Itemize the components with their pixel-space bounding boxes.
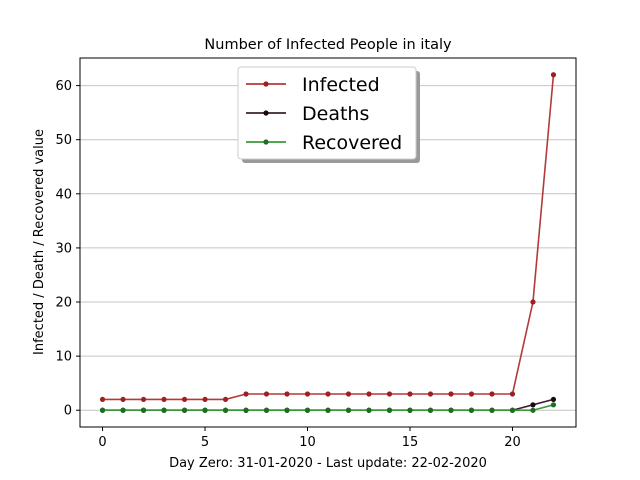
data-point-recovered [345,407,352,413]
data-point-infected [530,299,536,305]
x-tick-label: 15 [402,435,419,450]
data-point-recovered [304,407,311,413]
data-point-infected [468,391,475,397]
data-point-recovered [181,407,188,413]
data-point-infected [140,396,147,403]
data-point-infected [448,391,454,397]
data-point-infected [202,396,208,403]
data-point-recovered [530,407,536,413]
data-point-recovered [284,407,290,413]
axis-ticks: 0 10 20 30 40 50 60 0 5 10 15 20 [55,79,520,450]
series-recovered [99,402,557,413]
data-point-recovered [161,407,167,413]
data-point-recovered [243,407,249,413]
legend-marker-deaths [263,110,269,116]
x-tick-label: 20 [504,435,521,450]
y-tick-label: 20 [55,296,72,311]
data-point-infected [345,391,352,397]
y-axis-label: Infected / Death / Recovered value [32,129,47,355]
data-point-infected [489,391,495,397]
chart-title: Number of Infected People in italy [204,37,452,53]
data-point-recovered [120,407,126,413]
data-point-infected [427,391,434,397]
legend-box [237,66,417,160]
data-point-infected [407,391,413,397]
data-point-infected [325,391,331,397]
data-point-infected [550,72,557,78]
x-axis-label: Day Zero: 31-01-2020 - Last update: 22-0… [169,456,487,471]
y-tick-label: 10 [55,350,72,365]
data-point-infected [366,391,372,397]
data-point-recovered [222,407,229,413]
data-point-deaths [550,396,557,403]
data-point-recovered [325,407,331,413]
data-point-infected [263,391,270,397]
data-point-recovered [509,407,516,413]
series-layer [99,72,557,413]
data-point-infected [99,396,106,403]
legend-label-recovered: Recovered [302,132,402,154]
legend-marker-recovered [263,139,269,145]
data-point-recovered [448,407,454,413]
data-point-infected [181,396,188,403]
y-tick-label: 50 [55,133,72,148]
data-point-infected [386,391,393,397]
y-tick-label: 60 [55,79,72,94]
data-point-infected [161,396,167,403]
x-tick-label: 10 [299,435,316,450]
data-point-recovered [489,407,495,413]
plot-frame [79,57,577,428]
legend-label-infected: Infected [302,74,380,96]
data-point-infected [304,391,311,397]
data-point-recovered [140,407,147,413]
data-point-recovered [407,407,413,413]
legend-marker-infected [263,81,269,87]
legend-item-deaths: Deaths [246,103,369,125]
data-point-recovered [366,407,372,413]
data-point-recovered [99,407,106,413]
data-point-recovered [550,402,557,408]
x-tick-label: 0 [98,435,106,450]
series-infected [99,72,557,403]
x-tick-label: 5 [201,435,209,450]
y-tick-label: 0 [64,404,72,419]
data-point-recovered [427,407,434,413]
data-point-recovered [468,407,475,413]
legend-item-infected: Infected [246,74,380,96]
legend-label-deaths: Deaths [302,103,369,125]
y-tick-label: 30 [55,241,72,256]
data-point-infected [222,396,229,403]
legend-item-recovered: Recovered [246,132,402,154]
data-point-infected [120,396,126,403]
data-point-deaths [530,402,536,408]
data-point-infected [509,391,516,397]
y-tick-label: 40 [55,187,72,202]
data-point-recovered [386,407,393,413]
legend: Infected Deaths Recovered [237,66,420,163]
data-point-recovered [263,407,270,413]
data-point-recovered [202,407,208,413]
data-point-infected [284,391,290,397]
data-point-infected [243,391,249,397]
